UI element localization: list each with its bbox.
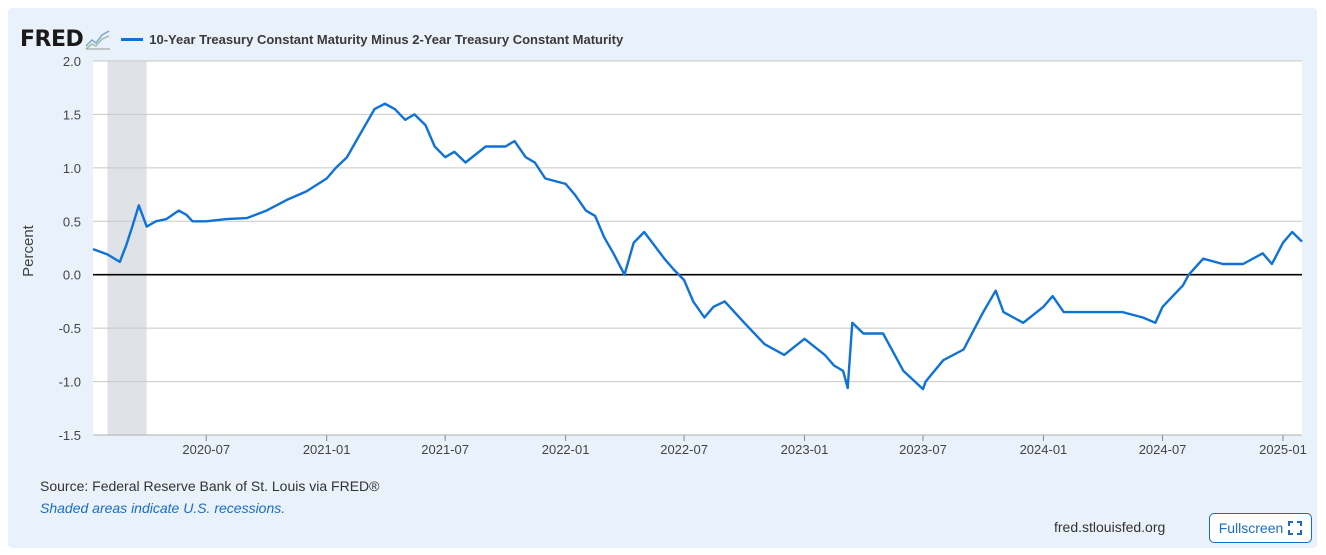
x-tick-label: 2022-07: [660, 442, 708, 457]
y-tick-label: 0.0: [63, 268, 81, 283]
legend-label: 10-Year Treasury Constant Maturity Minus…: [149, 31, 624, 47]
x-tick-label: 2020-07: [182, 442, 230, 457]
x-tick-label: 2024-01: [1020, 442, 1068, 457]
fullscreen-label: Fullscreen: [1218, 520, 1284, 536]
y-tick-label: -1.0: [59, 375, 81, 390]
x-tick-label: 2022-01: [542, 442, 590, 457]
x-tick-label: 2023-01: [781, 442, 829, 457]
recession-note: Shaded areas indicate U.S. recessions.: [40, 500, 286, 516]
chart-header: FRED 10-Year Treasury Constant Maturity …: [20, 24, 623, 54]
fred-logo-chart-icon: [85, 30, 111, 50]
site-url: fred.stlouisfed.org: [1054, 519, 1166, 535]
y-tick-label: 2.0: [63, 54, 81, 69]
y-tick-label: 0.5: [63, 214, 81, 229]
x-tick-label: 2025-01: [1259, 442, 1307, 457]
x-tick-label: 2021-07: [421, 442, 469, 457]
recession-band: [107, 61, 147, 435]
x-tick-label: 2024-07: [1139, 442, 1187, 457]
legend-line-icon: [121, 37, 144, 41]
fullscreen-icon: [1288, 521, 1303, 535]
chart-legend[interactable]: 10-Year Treasury Constant Maturity Minus…: [121, 32, 623, 47]
y-tick-label: 1.0: [63, 161, 81, 176]
x-tick-label: 2021-01: [303, 442, 351, 457]
y-tick-label: -1.5: [59, 428, 81, 443]
fred-logo[interactable]: FRED: [20, 26, 84, 52]
y-tick-label: 1.5: [63, 107, 81, 122]
source-text: Source: Federal Reserve Bank of St. Loui…: [40, 478, 380, 494]
plot-area: [93, 61, 1302, 435]
y-axis-label: Percent: [20, 224, 37, 277]
fullscreen-button[interactable]: Fullscreen: [1209, 513, 1312, 543]
chart-frame: -1.5 -1.0 -0.5 0.0 0.5 1.0 1.5 2.0 2020-07 2021-…: [8, 8, 1317, 548]
y-tick-label: -0.5: [59, 321, 81, 336]
x-tick-label: 2023-07: [899, 442, 947, 457]
chart-canvas: -1.5 -1.0 -0.5 0.0 0.5 1.0 1.5 2.0 2020-07 2021-…: [20, 54, 1307, 457]
series-line: [92, 102, 1303, 391]
